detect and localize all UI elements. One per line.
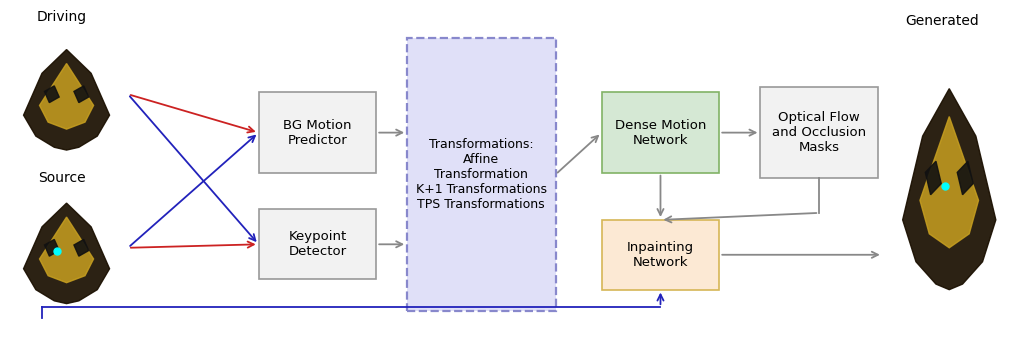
FancyBboxPatch shape [602,92,719,173]
Polygon shape [926,161,941,195]
Text: Generated: Generated [905,14,979,28]
Text: Optical Flow
and Occlusion
Masks: Optical Flow and Occlusion Masks [772,111,866,154]
Polygon shape [40,64,93,129]
Polygon shape [44,86,59,103]
FancyBboxPatch shape [602,220,719,290]
Text: Driving: Driving [37,10,86,24]
Text: Dense Motion
Network: Dense Motion Network [614,119,707,147]
Text: Keypoint
Detector: Keypoint Detector [289,230,346,258]
FancyBboxPatch shape [760,87,879,178]
Polygon shape [44,239,59,256]
Polygon shape [74,86,89,103]
Text: Inpainting
Network: Inpainting Network [627,241,694,269]
Polygon shape [24,50,110,150]
Text: Transformations:
Affine
Transformation
K+1 Transformations
TPS Transformations: Transformations: Affine Transformation K… [416,138,547,211]
Polygon shape [957,161,973,195]
Polygon shape [903,89,995,290]
FancyBboxPatch shape [258,92,377,173]
Text: BG Motion
Predictor: BG Motion Predictor [284,119,351,147]
Polygon shape [920,117,979,248]
Polygon shape [40,217,93,283]
Polygon shape [24,203,110,304]
Polygon shape [74,239,89,256]
FancyBboxPatch shape [258,209,377,279]
Text: Source: Source [38,171,85,185]
FancyBboxPatch shape [407,38,555,311]
